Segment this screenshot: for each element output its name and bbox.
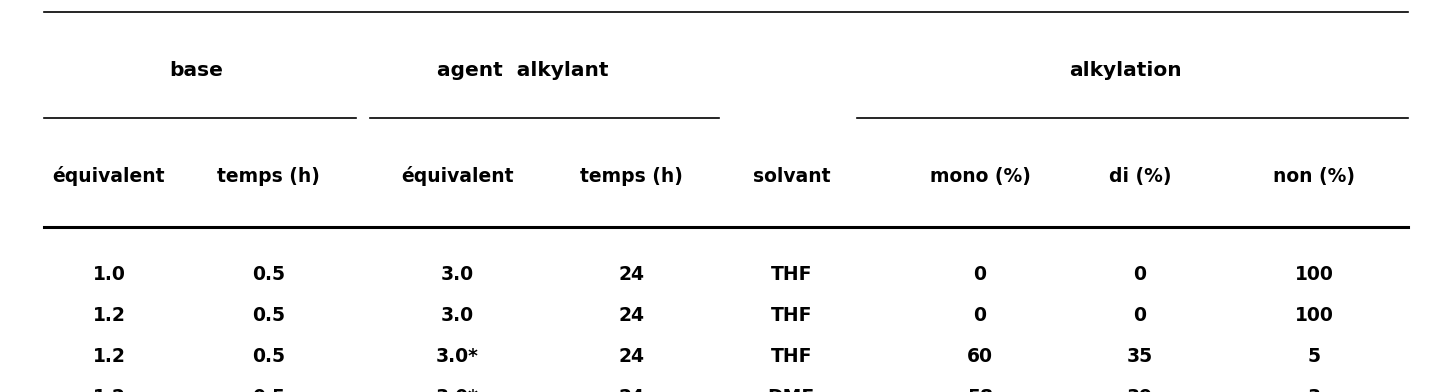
Text: mono (%): mono (%)	[929, 167, 1031, 186]
Text: 1.2: 1.2	[93, 388, 125, 392]
Text: 0: 0	[974, 306, 986, 325]
Text: 24: 24	[619, 265, 645, 284]
Text: solvant: solvant	[752, 167, 831, 186]
Text: 1.2: 1.2	[93, 347, 125, 366]
Text: 24: 24	[619, 347, 645, 366]
Text: 0.5: 0.5	[253, 265, 285, 284]
Text: THF: THF	[771, 306, 812, 325]
Text: 0: 0	[1134, 306, 1146, 325]
Text: temps (h): temps (h)	[581, 167, 682, 186]
Text: 0: 0	[974, 265, 986, 284]
Text: équivalent: équivalent	[52, 166, 166, 187]
Text: 1.0: 1.0	[93, 265, 125, 284]
Text: 5: 5	[1308, 347, 1320, 366]
Text: 35: 35	[1127, 347, 1153, 366]
Text: 0.5: 0.5	[253, 347, 285, 366]
Text: THF: THF	[771, 265, 812, 284]
Text: alkylation: alkylation	[1069, 61, 1182, 80]
Text: base: base	[168, 61, 224, 80]
Text: 58: 58	[967, 388, 993, 392]
Text: 3.0: 3.0	[441, 265, 473, 284]
Text: 24: 24	[619, 306, 645, 325]
Text: 3.0*: 3.0*	[436, 347, 479, 366]
Text: 100: 100	[1295, 265, 1333, 284]
Text: 0.5: 0.5	[253, 388, 285, 392]
Text: 0: 0	[1134, 265, 1146, 284]
Text: 1.2: 1.2	[93, 306, 125, 325]
Text: 24: 24	[619, 388, 645, 392]
Text: 60: 60	[967, 347, 993, 366]
Text: équivalent: équivalent	[401, 166, 514, 187]
Text: 3.0: 3.0	[441, 306, 473, 325]
Text: 39: 39	[1127, 388, 1153, 392]
Text: THF: THF	[771, 347, 812, 366]
Text: di (%): di (%)	[1108, 167, 1172, 186]
Text: 3.0*: 3.0*	[436, 388, 479, 392]
Text: 0.5: 0.5	[253, 306, 285, 325]
Text: temps (h): temps (h)	[218, 167, 319, 186]
Text: agent  alkylant: agent alkylant	[437, 61, 608, 80]
Text: non (%): non (%)	[1273, 167, 1355, 186]
Text: 100: 100	[1295, 306, 1333, 325]
Text: DMF: DMF	[768, 388, 815, 392]
Text: 3: 3	[1307, 388, 1321, 392]
